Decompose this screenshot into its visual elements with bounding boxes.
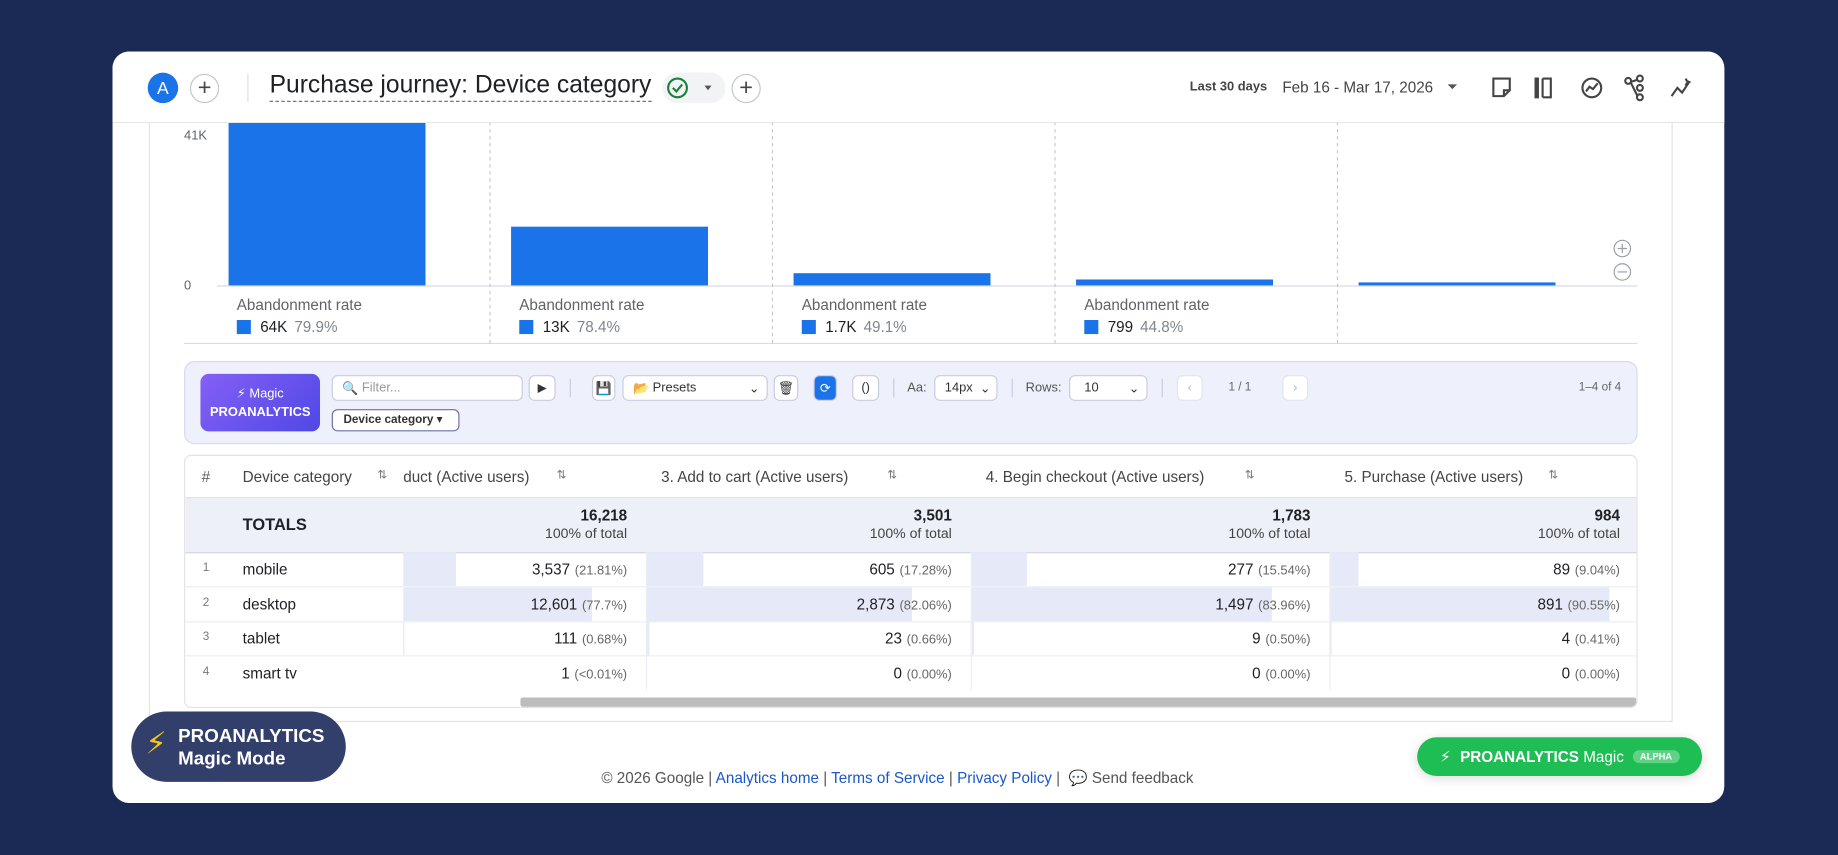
legend-swatch bbox=[1084, 320, 1098, 334]
annotation-rate: 78.4% bbox=[577, 319, 620, 336]
annotation-count: 13K bbox=[543, 319, 570, 336]
y-tick-label: 0 bbox=[184, 277, 191, 292]
bolt-icon: ⚡ bbox=[145, 726, 166, 762]
annotation-rate: 79.9% bbox=[294, 319, 337, 336]
bar bbox=[229, 0, 426, 286]
date-range[interactable]: Feb 16 - Mar 17, 2026 bbox=[1282, 79, 1433, 97]
annotation-rate: 49.1% bbox=[864, 319, 907, 336]
annotation-count: 799 bbox=[1108, 319, 1133, 336]
divider bbox=[247, 74, 248, 102]
report-title[interactable]: Purchase journey: Device category bbox=[270, 72, 652, 102]
bar bbox=[511, 227, 708, 286]
date-caret[interactable] bbox=[1444, 80, 1460, 94]
badge-brand: PROANALYTICS bbox=[178, 727, 324, 748]
status-chip[interactable] bbox=[662, 73, 725, 103]
zoom-controls[interactable] bbox=[1614, 240, 1630, 280]
annotation-count: 1.7K bbox=[825, 319, 856, 336]
bolt-icon: ⚡ bbox=[1440, 747, 1451, 766]
launch-label: Magic bbox=[1583, 748, 1624, 766]
status-icons bbox=[662, 73, 725, 103]
y-tick-label: 41K bbox=[184, 127, 207, 142]
alpha-tag: ALPHA bbox=[1633, 750, 1679, 763]
avatar[interactable]: A bbox=[148, 73, 178, 103]
badge-mode: Magic Mode bbox=[178, 749, 285, 770]
launch-brand: PROANALYTICS bbox=[1460, 748, 1579, 766]
legend-swatch bbox=[237, 320, 251, 334]
annotation-title: Abandonment rate bbox=[802, 297, 927, 314]
toolbar-icons[interactable] bbox=[1484, 70, 1707, 105]
add-comparison[interactable]: + bbox=[731, 74, 760, 103]
date-label: Last 30 days bbox=[1190, 80, 1267, 94]
magic-mode-badge[interactable]: ⚡ PROANALYTICS Magic Mode bbox=[131, 712, 346, 782]
annotation-title: Abandonment rate bbox=[237, 297, 362, 314]
annotation-rate: 44.8% bbox=[1140, 319, 1183, 336]
annotation-title: Abandonment rate bbox=[1084, 297, 1209, 314]
annotation-count: 64K bbox=[260, 319, 287, 336]
header: A + Purchase journey: Device category + … bbox=[113, 52, 1725, 124]
annotation-title: Abandonment rate bbox=[519, 297, 644, 314]
bar bbox=[794, 273, 991, 286]
legend-swatch bbox=[519, 320, 533, 334]
bar bbox=[1076, 279, 1273, 286]
legend-swatch bbox=[802, 320, 816, 334]
magic-launch-button[interactable]: ⚡ PROANALYTICS Magic ALPHA bbox=[1417, 737, 1702, 776]
add-button[interactable]: + bbox=[190, 74, 219, 103]
